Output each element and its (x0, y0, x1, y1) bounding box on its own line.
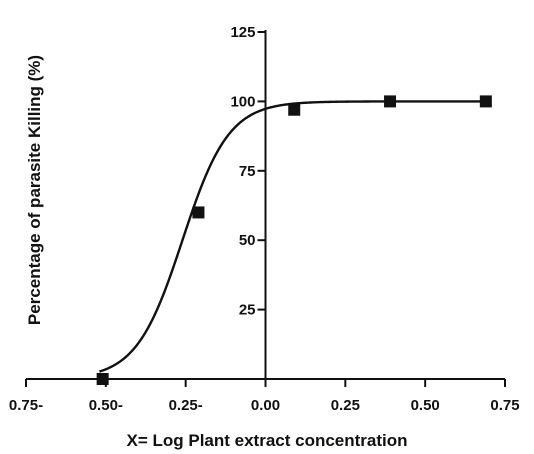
data-points (96, 95, 492, 385)
y-axis-title: Percentage of parasite Killing (%) (25, 55, 44, 325)
x-tick-label: 0.75 (490, 397, 519, 414)
x-tick-label: 0.50- (89, 397, 123, 414)
x-axis-title: X= Log Plant extract concentration (126, 431, 407, 450)
x-ticks: 0.75- 0.50- 0.25- 0.00 0.25 0.50 0.75 (9, 379, 520, 414)
data-point (479, 95, 492, 108)
fitted-sigmoid-curve (99, 100, 490, 373)
y-tick-label: 125 (230, 24, 255, 41)
data-point (288, 103, 301, 116)
axes (26, 30, 505, 380)
x-tick-label: 0.00 (251, 397, 280, 414)
y-ticks: 25 50 75 100 125 (230, 24, 266, 319)
y-tick-label: 50 (239, 232, 256, 249)
x-tick-label: 0.25 (331, 397, 360, 414)
y-tick-label: 25 (239, 302, 256, 319)
x-tick-label: 0.75- (9, 397, 43, 414)
y-tick-label: 100 (230, 93, 255, 110)
data-point (192, 206, 205, 219)
x-tick-label: 0.25- (169, 397, 203, 414)
y-tick-label: 75 (239, 163, 256, 180)
data-point (384, 95, 397, 108)
x-tick-label: 0.50 (411, 397, 440, 414)
data-point (96, 373, 109, 385)
